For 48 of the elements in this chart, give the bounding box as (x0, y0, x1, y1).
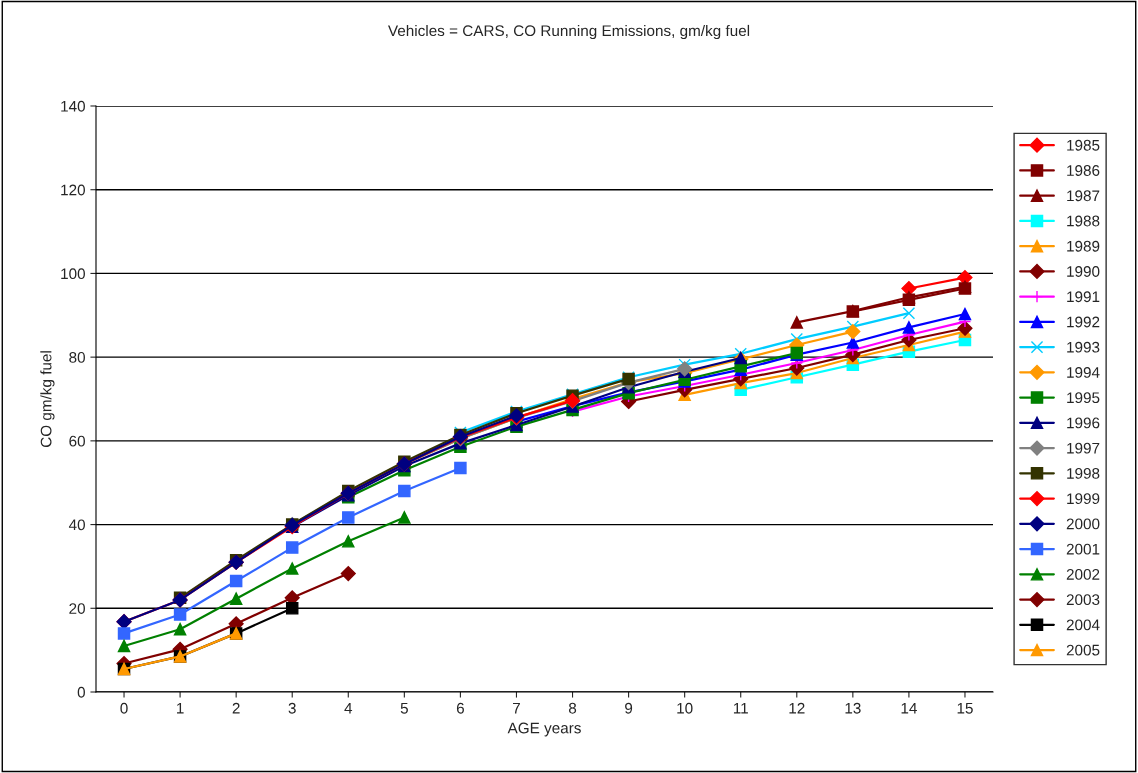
legend-label: 1992 (1067, 316, 1100, 328)
legend-label: 1998 (1067, 468, 1100, 479)
legend-label: 1995 (1067, 392, 1100, 404)
y-tick-label: 0 (77, 686, 85, 698)
legend-label: 1997 (1067, 442, 1100, 454)
legend-label: 2002 (1066, 568, 1100, 580)
legend-label: 2004 (1066, 619, 1100, 631)
x-tick-label: 14 (901, 702, 917, 714)
y-tick-label: 60 (69, 435, 85, 447)
legend-label: 2000 (1066, 518, 1100, 530)
x-tick-label: 3 (288, 702, 296, 714)
legend-label: 1987 (1067, 190, 1100, 202)
x-tick-label: 0 (120, 702, 128, 714)
y-axis-title: CO gm/kg fuel (40, 351, 55, 448)
y-tick-label: 80 (69, 352, 85, 363)
x-tick-label: 1 (177, 702, 184, 714)
legend-label: 1993 (1067, 341, 1100, 353)
y-tick-label: 40 (68, 519, 85, 531)
x-tick-label: 13 (845, 702, 861, 714)
legend-label: 1999 (1067, 493, 1100, 505)
legend-label: 1991 (1067, 291, 1100, 303)
legend-label: 1985 (1067, 139, 1100, 151)
x-tick-label: 6 (456, 702, 464, 714)
legend-label: 2003 (1066, 594, 1100, 606)
y-tick-label: 20 (69, 603, 85, 614)
legend-label: 2005 (1066, 644, 1100, 656)
y-tick-label: 100 (61, 268, 85, 280)
y-tick-label: 120 (61, 184, 85, 196)
x-tick-label: 15 (957, 702, 973, 714)
legend-label: 1996 (1067, 417, 1100, 429)
x-tick-label: 4 (344, 702, 353, 714)
legend-label: 1988 (1067, 215, 1100, 227)
legend-label: 1990 (1067, 266, 1100, 277)
x-tick-label: 8 (568, 702, 577, 714)
x-tick-label: 5 (400, 702, 408, 714)
legend-label: 1986 (1067, 165, 1100, 176)
x-tick-label: 7 (513, 702, 520, 714)
x-tick-label: 12 (789, 702, 805, 714)
y-tick-label: 140 (61, 100, 85, 112)
x-tick-label: 10 (677, 702, 693, 714)
legend-label: 2001 (1066, 543, 1100, 555)
legend-label: 1989 (1067, 240, 1100, 252)
chart-title: Vehicles = CARS, CO Running Emissions, gm/kg fuel (387, 24, 750, 40)
legend-label: 1994 (1067, 367, 1100, 378)
x-tick-label: 11 (733, 702, 748, 714)
x-tick-label: 2 (232, 702, 240, 714)
x-axis-title: AGE years (507, 722, 581, 737)
x-tick-label: 9 (625, 702, 633, 714)
